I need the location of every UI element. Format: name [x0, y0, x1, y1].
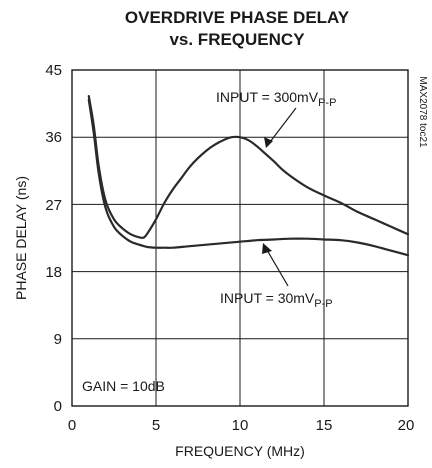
y-tick-label: 36 [45, 129, 62, 146]
input-300-subscript: P-P [318, 97, 336, 109]
gain-annotation: GAIN = 10dB [82, 378, 165, 394]
y-tick-labels: 0 9 18 27 36 45 [45, 62, 62, 415]
input-30-arrow [266, 249, 289, 287]
x-axis-label: FREQUENCY (MHz) [175, 443, 305, 459]
input-30-arrowhead [262, 243, 272, 254]
x-tick-label: 5 [152, 417, 160, 434]
input-300-arrowhead [264, 137, 273, 148]
y-tick-label: 27 [45, 197, 62, 214]
y-axis-label: PHASE DELAY (ns) [13, 176, 29, 300]
input-300-arrow [269, 107, 297, 143]
chart-subtitle: vs. FREQUENCY [169, 30, 305, 49]
grid [72, 70, 408, 406]
input-30-annotation: INPUT = 30mVP-P [220, 290, 333, 310]
x-tick-labels: 0 5 10 15 20 [68, 417, 415, 434]
input-300-prefix: INPUT = 300mV [216, 89, 319, 105]
x-tick-label: 0 [68, 417, 76, 434]
input-300-annotation: INPUT = 300mVP-P [216, 89, 336, 109]
series-line-1 [87, 95, 410, 240]
series-layer [87, 95, 410, 257]
plot-frame [71, 69, 409, 407]
y-tick-label: 9 [54, 331, 62, 348]
y-tick-label: 45 [45, 62, 62, 79]
chart-title: OVERDRIVE PHASE DELAY [125, 8, 350, 27]
series-line-2 [87, 98, 410, 257]
input-30-subscript: P-P [314, 298, 332, 310]
input-30-prefix: INPUT = 30mV [220, 290, 315, 306]
y-tick-label: 0 [54, 398, 62, 415]
x-tick-label: 10 [232, 417, 249, 434]
x-tick-label: 15 [316, 417, 333, 434]
y-tick-label: 18 [45, 264, 62, 281]
figure-code: MAX2078 toc21 [417, 76, 428, 148]
x-tick-label: 20 [398, 417, 415, 434]
